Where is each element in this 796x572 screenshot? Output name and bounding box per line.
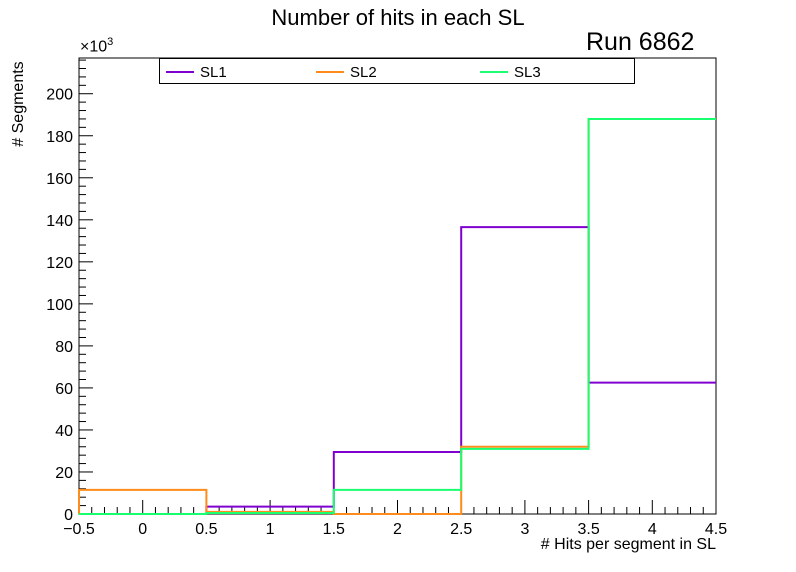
x-tick-label: 2.5 <box>450 521 472 538</box>
x-tick-label: 3 <box>520 521 529 538</box>
legend-swatch-sl1 <box>166 71 194 73</box>
y-multiplier-exponent: 3 <box>107 36 114 48</box>
legend-item-sl1: SL1 <box>166 63 227 81</box>
x-axis: −0.5 0 0.5 1 1.5 2 2.5 3 3.5 4 4.5 <box>63 500 727 538</box>
plot-frame <box>78 57 717 515</box>
legend-item-sl2: SL2 <box>316 63 377 81</box>
y-tick-label: 0 <box>64 507 73 524</box>
y-axis: 0 20 40 60 80 100 120 140 160 180 200 <box>46 59 93 524</box>
y-multiplier-base: ×10 <box>80 38 108 56</box>
x-tick-label: 2 <box>393 521 402 538</box>
x-axis-label: # Hits per segment in SL <box>540 536 716 553</box>
x-tick-label: 1 <box>266 521 275 538</box>
series-line-sl1 <box>79 226 716 515</box>
series-line-sl3 <box>79 117 716 515</box>
y-tick-label: 120 <box>46 255 73 272</box>
x-tick-label: 4 <box>648 521 657 538</box>
y-tick-label: 180 <box>46 129 73 146</box>
series-line-sl2 <box>78 117 716 515</box>
series-group <box>78 117 716 515</box>
x-tick-label: 1.5 <box>323 521 345 538</box>
y-tick-label: 20 <box>55 465 73 482</box>
x-tick-label: −0.5 <box>63 521 95 538</box>
x-tick-label: 4.5 <box>705 521 727 538</box>
legend-swatch-sl3 <box>480 71 508 73</box>
y-tick-label: 140 <box>46 213 73 230</box>
y-tick-label: 40 <box>55 423 73 440</box>
legend-label-sl3: SL3 <box>514 63 541 81</box>
y-tick-label: 60 <box>55 381 73 398</box>
legend-label-sl1: SL1 <box>200 63 227 81</box>
chart-title: Number of hits in each SL <box>271 5 525 30</box>
y-tick-label: 160 <box>46 171 73 188</box>
y-tick-label: 80 <box>55 339 73 356</box>
x-tick-label: 0 <box>138 521 147 538</box>
legend-item-sl3: SL3 <box>480 63 541 81</box>
legend-label-sl2: SL2 <box>350 63 377 81</box>
run-annotation: Run 6862 <box>586 28 695 56</box>
legend-swatch-sl2 <box>316 71 344 73</box>
x-tick-label: 0.5 <box>195 521 217 538</box>
legend: SL1 SL2 SL3 <box>159 58 635 84</box>
y-tick-label: 100 <box>46 297 73 314</box>
y-multiplier: ×103 <box>80 36 113 56</box>
x-tick-label: 3.5 <box>577 521 599 538</box>
y-tick-label: 200 <box>46 87 73 104</box>
y-axis-label: # Segments <box>10 61 27 147</box>
